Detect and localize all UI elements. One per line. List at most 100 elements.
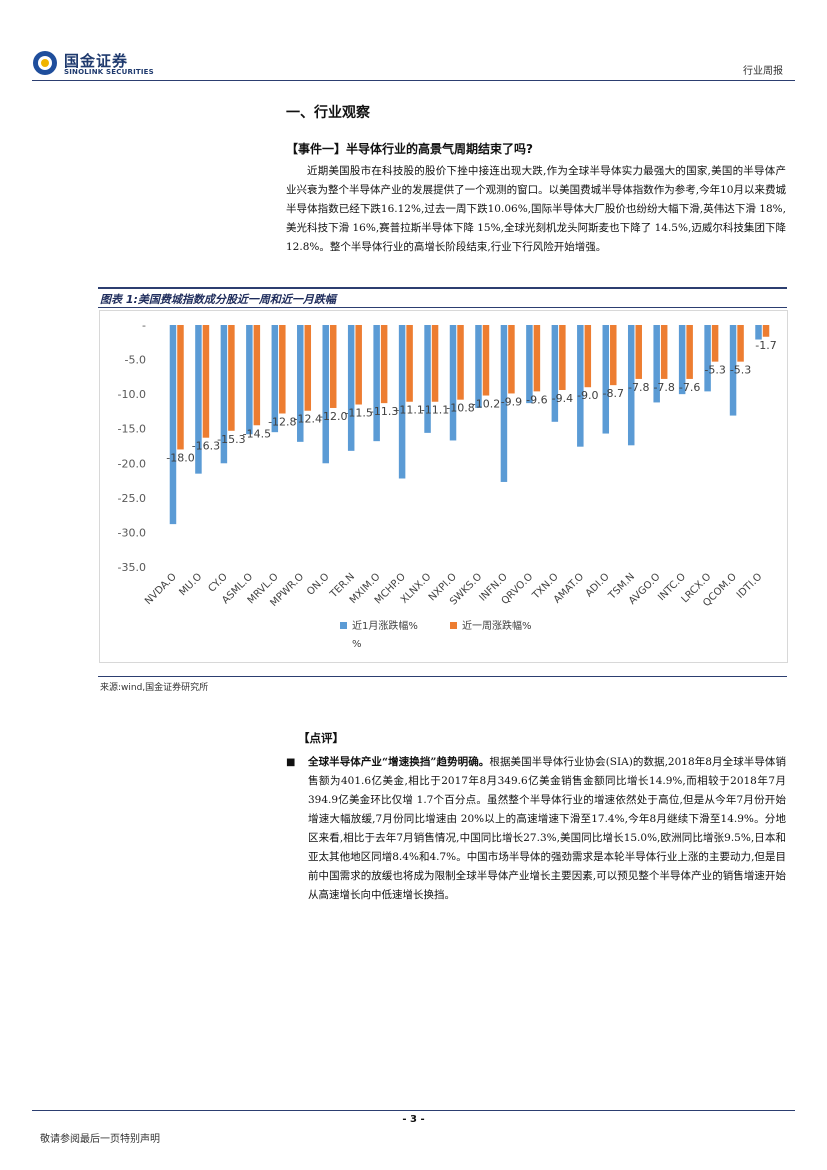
x-tick-label: MU.O <box>177 571 204 598</box>
bar-week <box>406 325 413 402</box>
figure-title: 图表 1:美国费城指数成分股近一周和近一月跌幅 <box>100 293 336 306</box>
bar-week <box>304 325 312 411</box>
x-tick-label: IDTI.O <box>735 571 765 601</box>
legend-swatch <box>340 622 347 629</box>
data-label: -9.9 <box>501 395 522 408</box>
bar-month <box>755 325 762 340</box>
bar-month <box>297 325 304 442</box>
data-label: -7.6 <box>679 381 700 394</box>
bar-week <box>457 325 464 400</box>
y-tick-label: -25.0 <box>118 492 146 505</box>
data-label: -14.5 <box>243 427 271 440</box>
bar-month <box>678 325 686 395</box>
y-tick-label: -20.0 <box>118 457 146 470</box>
bar-week <box>202 325 210 438</box>
legend-label: 近一周涨跌幅% <box>462 619 532 632</box>
data-label: -12.4 <box>294 413 322 426</box>
x-tick-label: NVDA.O <box>143 571 179 607</box>
comment-paragraph: 全球半导体产业“增速换挡”趋势明确。根据美国半导体行业协会(SIA)的数据,20… <box>308 753 786 905</box>
bar-month <box>627 325 635 446</box>
data-label: -11.1 <box>421 404 449 417</box>
bar-month <box>653 325 660 403</box>
comment-lead: 全球半导体产业“增速换挡”趋势明确。 <box>308 756 490 768</box>
bar-month <box>169 325 177 525</box>
data-label: -12.0 <box>319 410 347 423</box>
data-label: -1.7 <box>755 339 776 352</box>
data-label: -9.4 <box>552 392 573 405</box>
data-label: -9.6 <box>526 393 547 406</box>
data-label: -10.8 <box>446 402 474 415</box>
bar-month <box>449 325 457 441</box>
section-title: 一、行业观察 <box>286 105 370 121</box>
comment-body: 根据美国半导体行业协会(SIA)的数据,2018年8月全球半导体销售额为401.… <box>308 756 786 901</box>
bar-month <box>220 325 228 464</box>
bar-week <box>329 325 337 408</box>
bar-month <box>704 325 711 392</box>
data-label: -5.3 <box>730 364 751 377</box>
y-tick-label: - <box>142 319 146 332</box>
bar-month <box>500 325 508 482</box>
bar-week <box>177 325 184 450</box>
bar-month <box>195 325 202 474</box>
bar-month <box>551 325 559 422</box>
y-tick-label: -15.0 <box>118 423 146 436</box>
bar-month <box>577 325 584 447</box>
data-label: -7.8 <box>653 381 674 394</box>
bar-month <box>526 325 533 404</box>
legend-extra: % <box>352 639 362 650</box>
bar-month <box>424 325 431 433</box>
legend-label: 近1月涨跌幅% <box>352 619 418 632</box>
footer-divider <box>32 1110 795 1111</box>
chart-container: - -5.0 -10.0 -15.0 -20.0 -25.0 -30.0 -35.0 -18.0… <box>99 310 788 663</box>
bar-week <box>660 325 668 379</box>
bar-week <box>355 325 362 405</box>
bar-week <box>533 325 541 392</box>
figure-source: 来源:wind,国金证券研究所 <box>100 683 209 693</box>
data-label: -7.8 <box>628 381 649 394</box>
bar-chart: - -5.0 -10.0 -15.0 -20.0 -25.0 -30.0 -35.0 -18.0… <box>118 319 777 650</box>
bar-week <box>635 325 642 379</box>
bar-week <box>279 325 286 414</box>
data-label: -5.3 <box>704 364 725 377</box>
bar-week <box>610 325 617 386</box>
bar-month <box>347 325 355 451</box>
bar-month <box>398 325 406 479</box>
bar-week <box>559 325 566 390</box>
event-paragraph: 近期美国股市在科技股的股价下挫中接连出现大跌,作为全球半导体实力最强大的国家,美… <box>286 165 786 253</box>
figure-top-divider <box>98 287 787 289</box>
bar-week <box>482 325 490 396</box>
data-label: -8.7 <box>603 387 624 400</box>
logo-icon <box>33 51 57 75</box>
bar-month <box>729 325 737 416</box>
data-label: -11.1 <box>395 404 423 417</box>
logo-text-cn: 国金证券 <box>64 52 129 70</box>
bar-month <box>373 325 380 442</box>
logo-text-en: SINOLINK SECURITIES <box>64 68 154 76</box>
bar-month <box>246 325 253 435</box>
x-tick-label: ON.O <box>305 571 332 598</box>
y-tick-label: -5.0 <box>125 354 146 367</box>
data-label: -11.5 <box>344 407 372 420</box>
bar-week <box>380 325 388 404</box>
bar-week <box>431 325 439 402</box>
bar-week <box>711 325 719 362</box>
bar-month <box>602 325 610 434</box>
figure-source-divider <box>98 676 787 677</box>
bar-week <box>737 325 744 362</box>
footer-disclaimer: 敬请参阅最后一页特别声明 <box>40 1134 160 1145</box>
y-tick-label: -10.0 <box>118 388 146 401</box>
bar-week <box>253 325 261 426</box>
data-label: -12.8 <box>268 416 296 429</box>
bar-month <box>322 325 329 464</box>
bar-week <box>762 325 770 337</box>
y-tick-label: -30.0 <box>118 526 146 539</box>
page-number: - 3 - <box>402 1114 425 1125</box>
data-label: -16.3 <box>192 440 220 453</box>
data-label: -10.2 <box>472 398 500 411</box>
comment-title: 【点评】 <box>298 731 344 745</box>
header-divider <box>32 80 795 81</box>
data-label: -11.3 <box>370 405 398 418</box>
y-tick-label: -35.0 <box>118 561 146 574</box>
bar-month <box>271 325 279 433</box>
legend-swatch <box>450 622 457 629</box>
